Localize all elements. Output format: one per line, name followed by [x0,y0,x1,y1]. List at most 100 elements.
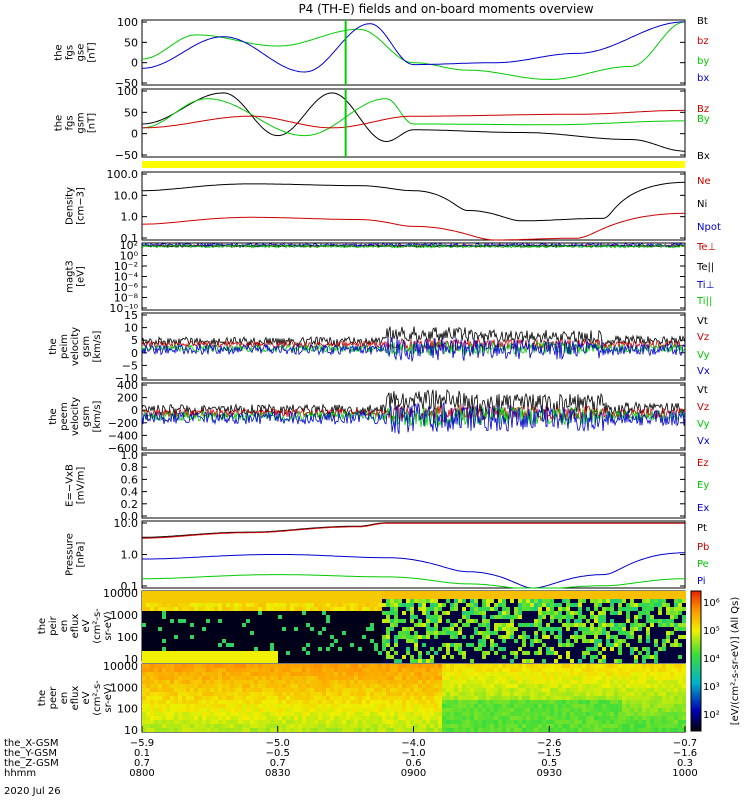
spectrogram-cell [242,704,246,708]
spectrogram-cell [602,680,606,684]
spectrogram-cell [178,627,182,631]
spectrogram-cell [582,619,586,623]
spectrogram-cell [362,647,366,651]
spectrogram-cell [654,659,658,663]
spectrogram-cell [582,696,586,700]
spectrogram-cell [162,668,166,672]
spectrogram-cell [182,643,186,647]
spectrogram-cell [370,635,374,639]
spectrogram-cell [418,668,422,672]
spectrogram-cell [538,631,542,635]
spectrogram-cell [370,647,374,651]
spectrogram-cell [350,716,354,720]
spectrogram-cell [618,724,622,728]
spectrogram-cell [466,619,470,623]
spectrogram-cell [494,720,498,724]
spectrogram-cell [398,664,402,668]
spectrogram-cell [290,659,294,663]
spectrogram-cell [238,603,242,607]
spectrogram-cell [646,615,650,619]
spectrogram-cell [346,692,350,696]
spectrogram-cell [470,619,474,623]
spectrogram-cell [298,623,302,627]
spectrogram-cell [194,603,198,607]
spectrogram-cell [182,655,186,659]
spectrogram-cell [578,651,582,655]
spectrogram-cell [506,591,510,595]
spectrogram-cell [646,619,650,623]
spectrogram-cell [378,651,382,655]
spectrogram-cell [322,724,326,728]
spectrogram-cell [210,684,214,688]
spectrogram-cell [278,708,282,712]
spectrogram-cell [314,607,318,611]
spectrogram-cell [614,684,618,688]
spectrogram-cell [618,680,622,684]
spectrogram-cell [674,708,678,712]
spectrogram-cell [142,676,146,680]
spectrogram-cell [634,635,638,639]
spectrogram-cell [482,700,486,704]
spectrogram-cell [206,591,210,595]
spectrogram-cell [542,607,546,611]
spectrogram-cell [166,611,170,615]
y-axis-label-line: peir [48,615,59,635]
spectrogram-cell [346,619,350,623]
spectrogram-cell [546,680,550,684]
spectrogram-cell [238,692,242,696]
spectrogram-cell [342,708,346,712]
spectrogram-cell [670,728,674,732]
spectrogram-cell [406,700,410,704]
spectrogram-cell [346,655,350,659]
spectrogram-cell [494,623,498,627]
spectrogram-cell [574,635,578,639]
spectrogram-cell [250,619,254,623]
y-tick-label: 0 [131,128,138,141]
spectrogram-cell [306,700,310,704]
spectrogram-cell [562,708,566,712]
spectrogram-cell [286,696,290,700]
spectrogram-cell [250,664,254,668]
spectrogram-cell [150,672,154,676]
spectrogram-cell [494,712,498,716]
spectrogram-cell [354,655,358,659]
spectrogram-cell [654,615,658,619]
spectrogram-cell [142,680,146,684]
spectrogram-cell [170,607,174,611]
spectrogram-cell [638,651,642,655]
spectrogram-cell [418,712,422,716]
spectrogram-cell [270,668,274,672]
spectrogram-cell [554,668,558,672]
spectrogram-cell [458,704,462,708]
spectrogram-cell [270,631,274,635]
spectrogram-cell [222,724,226,728]
spectrogram-cell [210,672,214,676]
spectrogram-cell [382,647,386,651]
spectrogram-cell [634,655,638,659]
spectrogram-cell [642,635,646,639]
spectrogram-cell [270,643,274,647]
spectrogram-cell [646,643,650,647]
spectrogram-cell [218,668,222,672]
spectrogram-cell [462,655,466,659]
spectrogram-cell [666,631,670,635]
spectrogram-cell [158,724,162,728]
spectrogram-cell [146,672,150,676]
spectrogram-cell [162,672,166,676]
spectrogram-cell [282,692,286,696]
spectrogram-cell [526,623,530,627]
spectrogram-cell [362,704,366,708]
spectrogram-cell [470,676,474,680]
spectrogram-cell [150,647,154,651]
spectrogram-cell [466,668,470,672]
spectrogram-cell [506,611,510,615]
spectrogram-cell [550,627,554,631]
spectrogram-cell [366,704,370,708]
spectrogram-cell [150,664,154,668]
spectrogram-cell [578,700,582,704]
y-axis-label-line: en [59,620,70,633]
spectrogram-cell [454,680,458,684]
spectrogram-cell [154,696,158,700]
spectrogram-cell [482,591,486,595]
spectrogram-cell [454,688,458,692]
